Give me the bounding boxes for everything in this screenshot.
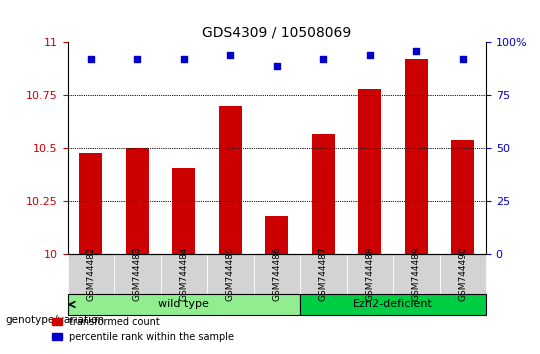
Text: GSM744490: GSM744490 (458, 246, 467, 301)
Text: GSM744488: GSM744488 (365, 246, 374, 301)
Point (273, 63, 281, 69)
FancyBboxPatch shape (253, 255, 300, 294)
Bar (172, 167, 195, 255)
Bar (451, 140, 474, 255)
Bar (404, 59, 428, 255)
Text: GSM744484: GSM744484 (179, 247, 188, 301)
Text: GSM744487: GSM744487 (319, 246, 328, 301)
FancyBboxPatch shape (300, 294, 486, 315)
Text: GSM744489: GSM744489 (412, 246, 421, 301)
Point (412, 48, 421, 54)
FancyBboxPatch shape (347, 255, 393, 294)
Bar (79, 153, 103, 255)
FancyBboxPatch shape (300, 255, 347, 294)
Text: genotype/variation: genotype/variation (5, 315, 105, 325)
FancyBboxPatch shape (207, 255, 253, 294)
Legend: transformed count, percentile rank within the sample: transformed count, percentile rank withi… (48, 313, 238, 346)
FancyBboxPatch shape (393, 255, 440, 294)
Point (86, 57, 95, 62)
FancyBboxPatch shape (440, 255, 486, 294)
Point (366, 52, 374, 58)
Text: Ezh2-deficient: Ezh2-deficient (353, 299, 433, 309)
Title: GDS4309 / 10508069: GDS4309 / 10508069 (202, 26, 352, 40)
Text: GSM744486: GSM744486 (272, 246, 281, 301)
Text: GSM744485: GSM744485 (226, 246, 235, 301)
Bar (312, 134, 335, 255)
Point (319, 57, 328, 62)
Text: wild type: wild type (158, 299, 209, 309)
Point (179, 57, 188, 62)
FancyBboxPatch shape (160, 255, 207, 294)
FancyBboxPatch shape (68, 255, 114, 294)
Point (458, 57, 467, 62)
Bar (219, 106, 242, 255)
Text: GSM744482: GSM744482 (86, 247, 95, 301)
Point (133, 57, 141, 62)
Point (226, 52, 234, 58)
FancyBboxPatch shape (114, 255, 160, 294)
Text: GSM744483: GSM744483 (133, 246, 141, 301)
Bar (126, 148, 149, 255)
Bar (358, 89, 381, 255)
FancyBboxPatch shape (68, 294, 300, 315)
Bar (265, 216, 288, 255)
